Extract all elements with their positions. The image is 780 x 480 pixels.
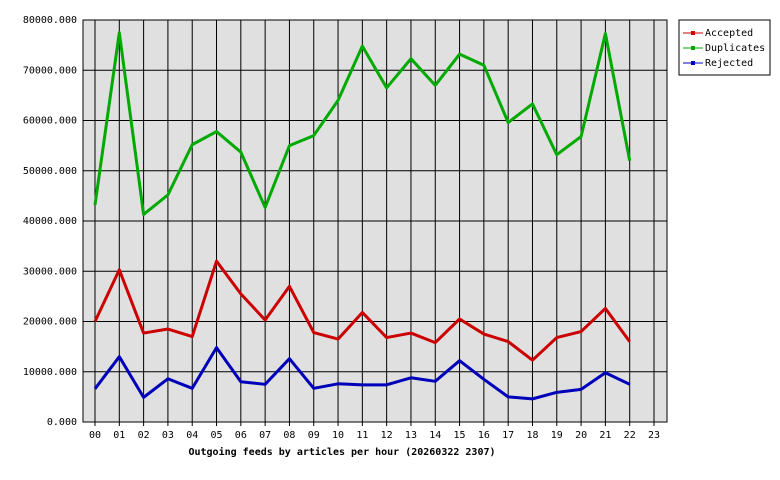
x-tick-label: 11 [356,430,368,441]
y-tick-label: 50000.000 [23,166,77,177]
x-tick-label: 05 [210,430,222,441]
legend-marker [691,31,695,35]
x-tick-label: 14 [429,430,441,441]
y-tick-label: 20000.000 [23,317,77,328]
x-tick-label: 09 [308,430,320,441]
x-tick-label: 19 [551,430,563,441]
x-tick-label: 12 [381,430,393,441]
legend-label: Duplicates [705,43,765,54]
y-tick-label: 40000.000 [23,216,77,227]
y-tick-label: 80000.000 [23,15,77,26]
y-tick-label: 0.000 [47,417,77,428]
x-tick-label: 18 [526,430,538,441]
x-tick-label: 06 [235,430,247,441]
x-tick-label: 07 [259,430,271,441]
x-tick-label: 03 [162,430,174,441]
series-line [93,31,632,216]
x-tick-label: 17 [502,430,514,441]
x-axis-title: Outgoing feeds by articles per hour (202… [188,446,495,458]
x-tick-label: 04 [186,430,198,441]
series-line [93,259,631,362]
x-tick-label: 13 [405,430,417,441]
legend-marker [691,46,695,50]
x-tick-label: 15 [454,430,466,441]
x-tick-label: 08 [283,430,295,441]
legend-label: Rejected [705,58,753,69]
legend-label: Accepted [705,28,753,39]
x-tick-label: 00 [89,430,101,441]
y-tick-label: 60000.000 [23,116,77,127]
x-tick-label: 02 [138,430,150,441]
x-tick-label: 10 [332,430,344,441]
x-tick-label: 01 [113,430,125,441]
x-tick-label: 16 [478,430,490,441]
y-tick-label: 70000.000 [23,65,77,76]
series-line [93,346,631,401]
x-tick-label: 21 [599,430,611,441]
x-tick-label: 20 [575,430,587,441]
x-tick-label: 23 [648,430,660,441]
y-tick-label: 30000.000 [23,266,77,277]
legend-marker [691,61,695,65]
y-tick-label: 10000.000 [23,367,77,378]
x-tick-label: 22 [624,430,636,441]
